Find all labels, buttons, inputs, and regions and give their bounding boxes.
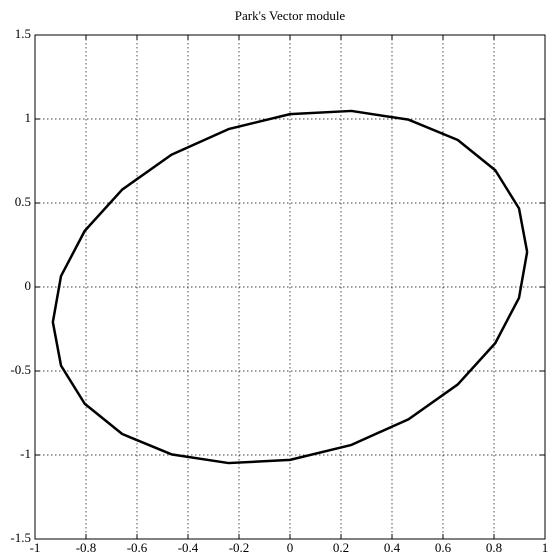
x-tick-label: 0.4 [384,540,401,555]
y-tick-label: -1.5 [10,530,31,545]
y-tick-label: -1 [20,446,31,461]
plot-frame [34,34,546,540]
x-tick-label: 0.2 [333,540,349,555]
data-line [51,109,529,465]
chart-title: Park's Vector module [235,8,346,23]
y-tick-label: 0.5 [15,194,31,209]
x-tick-label: -0.2 [229,540,250,555]
x-tick-label: 0.8 [486,540,502,555]
x-tick-label: 0.6 [435,540,452,555]
x-tick-label: -0.4 [178,540,199,555]
x-tick-label: -0.8 [76,540,97,555]
x-tick-label: -1 [30,540,41,555]
x-tick-label: 0 [287,540,294,555]
y-tick-label: 1.5 [15,26,31,41]
y-tick-label: 0 [25,278,32,293]
y-tick-label: -0.5 [10,362,31,377]
x-tick-label: -0.6 [127,540,148,555]
y-tick-label: 1 [25,110,32,125]
x-tick-label: 1 [542,540,549,555]
